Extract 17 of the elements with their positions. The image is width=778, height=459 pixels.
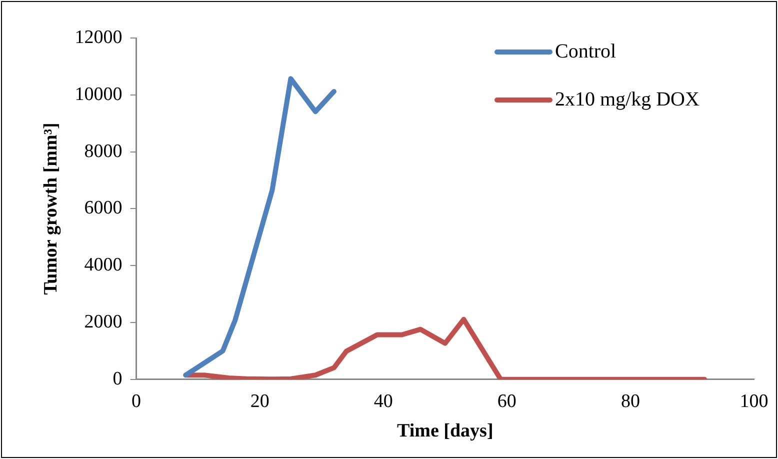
y-axis-title: Tumor growth [mm³] [40,122,62,295]
y-tick-label: 0 [112,368,122,390]
x-axis-title: Time [days] [397,420,494,442]
x-tick-label: 20 [250,390,270,412]
legend-label: 2x10 mg/kg DOX [555,88,700,110]
x-tick-label: 0 [132,390,142,412]
y-tick-label: 2000 [84,311,122,332]
legend-label: Control [555,40,617,62]
y-tick-label: 6000 [84,198,122,219]
y-tick-label: 10000 [74,84,122,105]
x-tick-label: 80 [620,390,640,412]
y-tick-label: 8000 [84,140,122,162]
x-tick-label: 40 [374,390,393,412]
y-tick-label: 4000 [84,254,122,276]
x-tick-label: 100 [740,390,768,412]
y-tick-label: 12000 [74,26,122,48]
x-tick-label: 60 [497,390,516,412]
